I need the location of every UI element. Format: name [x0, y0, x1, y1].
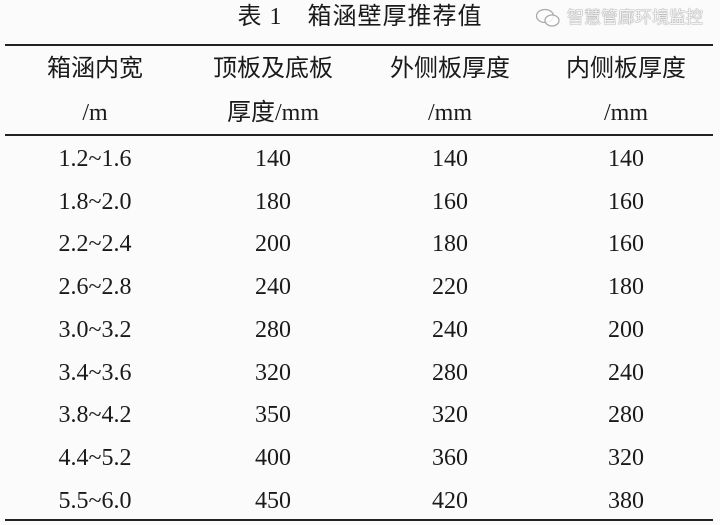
top-rule — [5, 44, 713, 46]
table-title: 表 1 箱涵壁厚推荐值 — [237, 4, 483, 30]
table-cell: 200 — [255, 231, 291, 258]
table-row: 2.2~2.4 200 180 160 — [5, 223, 713, 266]
table-cell: 350 — [255, 402, 291, 429]
table-cell: 2.2~2.4 — [58, 231, 132, 258]
table-row: 3.8~4.2 350 320 280 — [5, 394, 713, 437]
table-cell: 240 — [255, 274, 291, 301]
table-cell: 3.4~3.6 — [58, 359, 132, 386]
header-rule — [5, 134, 713, 136]
table-cell: 380 — [608, 487, 644, 514]
table-cell: 2.6~2.8 — [58, 274, 132, 301]
table-cell: 280 — [432, 359, 468, 386]
table-cell: 外侧板厚度 — [390, 56, 510, 82]
table-cell: 3.8~4.2 — [58, 402, 132, 429]
table-cell: /m — [82, 100, 108, 126]
table-cell: 400 — [255, 444, 291, 471]
watermark: 智慧管廊环境监控 — [535, 8, 703, 28]
table-cell: 140 — [255, 146, 291, 172]
table-cell: /mm — [603, 100, 648, 126]
table-cell: 箱涵内宽 — [47, 56, 143, 82]
table-row: 1.8~2.0 180 160 160 — [5, 181, 713, 224]
table-cell: 1.8~2.0 — [58, 188, 132, 215]
table-cell: 160 — [608, 188, 644, 215]
table-cell: 顶板及底板 — [213, 56, 333, 82]
table-cell: 4.4~5.2 — [58, 444, 132, 471]
watermark-text: 智慧管廊环境监控 — [567, 8, 703, 28]
table-cell: 280 — [608, 402, 644, 429]
table-cell: 1.2~1.6 — [58, 146, 132, 172]
table-cell: 360 — [432, 444, 468, 471]
table-cell: 140 — [432, 146, 468, 172]
table-cell: 3.0~3.2 — [58, 316, 132, 343]
table-row: 3.4~3.6 320 280 240 — [5, 352, 713, 395]
table-cell: 180 — [255, 188, 291, 215]
table-cell: 厚度/mm — [226, 100, 319, 126]
table-cell: 5.5~6.0 — [58, 487, 132, 514]
wechat-icon — [535, 8, 560, 27]
wall-thickness-table: 箱涵内宽 顶板及底板 外侧板厚度 内侧板厚度/m 厚度/mm/mm/mm 1.2~1.6 1… — [5, 47, 713, 522]
table-cell: 内侧板厚度 — [566, 56, 686, 82]
table-cell: 320 — [432, 402, 468, 429]
table-cell: 160 — [432, 188, 468, 215]
table-cell: 180 — [608, 274, 644, 301]
table-cell: 320 — [608, 444, 644, 471]
table-cell: 240 — [432, 316, 468, 343]
table-row: 2.6~2.8 240 220 180 — [5, 266, 713, 309]
table-cell: 180 — [432, 231, 468, 258]
table-cell: /mm — [427, 100, 472, 126]
header-row: /m 厚度/mm/mm/mm — [5, 91, 713, 135]
table-cell: 160 — [608, 231, 644, 258]
table-row: 3.0~3.2 280 240 200 — [5, 309, 713, 352]
table-cell: 200 — [608, 316, 644, 343]
table-cell: 240 — [608, 359, 644, 386]
table-cell: 450 — [255, 487, 291, 514]
header-row: 箱涵内宽 顶板及底板 外侧板厚度 内侧板厚度 — [5, 47, 713, 91]
table-cell: 220 — [432, 274, 468, 301]
table-cell: 420 — [432, 487, 468, 514]
table-cell: 320 — [255, 359, 291, 386]
table-row: 1.2~1.6 140 140 140 — [5, 135, 713, 181]
table-row: 4.4~5.2 400 360 320 — [5, 437, 713, 480]
bottom-rule — [5, 519, 713, 521]
table-row: 5.5~6.0 450 420 380 — [5, 480, 713, 523]
table-cell: 140 — [608, 146, 644, 172]
table-cell: 280 — [255, 316, 291, 343]
